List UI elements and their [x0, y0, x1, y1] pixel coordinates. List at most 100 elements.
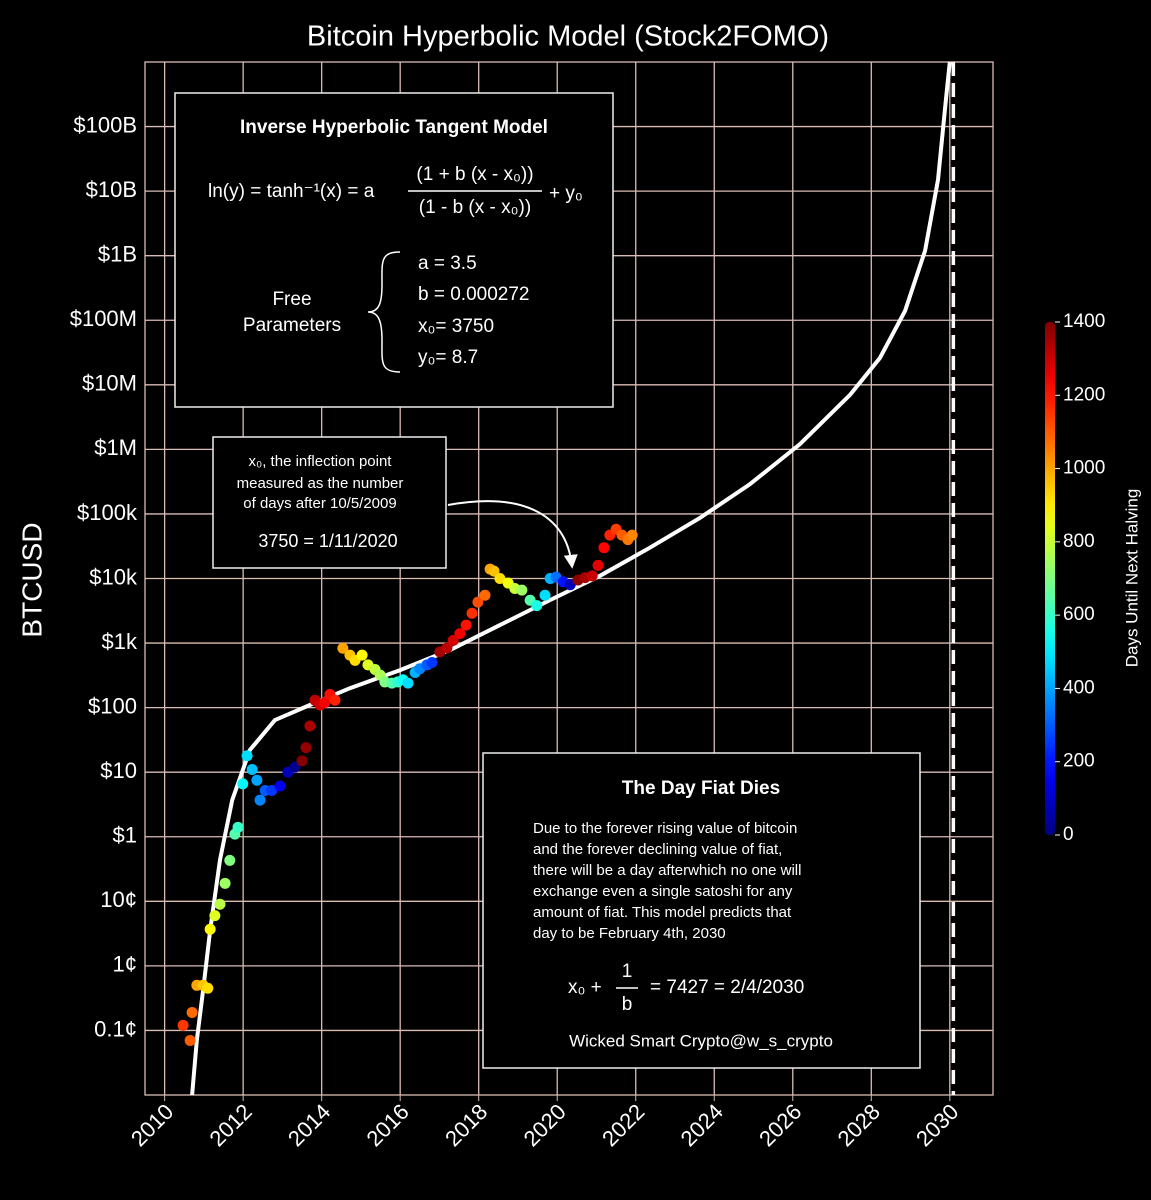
box-title: The Day Fiat Dies	[622, 778, 780, 799]
price-point	[214, 898, 226, 910]
price-point	[289, 761, 301, 773]
y-axis-label: BTCUSD	[16, 522, 47, 637]
price-point	[202, 982, 214, 994]
price-point	[237, 778, 249, 790]
fiat-box: The Day Fiat Dies Due to the forever ris…	[482, 752, 921, 1069]
y-tick-label: 10¢	[100, 887, 137, 912]
price-point	[337, 642, 349, 654]
y-tick-label: $10k	[89, 564, 138, 589]
paragraph-line: Due to the forever rising value of bitco…	[533, 820, 797, 837]
price-point	[626, 529, 638, 541]
price-point	[479, 589, 491, 601]
price-point	[531, 600, 543, 612]
price-point	[426, 656, 438, 668]
price-point	[516, 584, 528, 596]
price-point	[204, 923, 216, 935]
plot-frame	[144, 61, 994, 1096]
colorbar-scale	[1045, 322, 1055, 835]
price-point	[224, 854, 236, 866]
param: b = 0.000272	[418, 284, 529, 305]
paragraph-line: day to be February 4th, 2030	[533, 925, 726, 942]
y-tick-label: $1B	[98, 242, 137, 267]
y-tick-label: 0.1¢	[94, 1016, 137, 1041]
paragraph-line: there will be a day afterwhich no one wi…	[533, 862, 801, 879]
formula-numerator: (1 + b (x - x₀))	[416, 164, 533, 185]
arrow	[447, 500, 578, 569]
box-frame	[482, 752, 921, 1069]
inflection-note: x₀, the inflection point measured as the…	[212, 436, 578, 569]
price-point	[241, 750, 253, 762]
formula-text: + y₀	[549, 183, 583, 204]
price-point	[296, 755, 308, 767]
note-result: 3750 = 1/11/2020	[258, 531, 397, 551]
price-point	[184, 1034, 196, 1046]
paragraph-line: exchange even a single satoshi for any	[533, 883, 793, 900]
model-curve	[190, 61, 952, 1096]
box-frame	[174, 92, 614, 408]
y-tick-label: $100B	[73, 112, 137, 137]
formula-text: x₀ +	[568, 977, 602, 998]
formula-text: = 7427 = 2/4/2030	[650, 977, 804, 998]
price-point	[466, 607, 478, 619]
price-point	[251, 774, 263, 786]
y-tick-label: $10B	[86, 177, 137, 202]
price-point	[319, 697, 331, 709]
price-point	[488, 565, 500, 577]
price-point	[266, 785, 278, 797]
price-point	[186, 1006, 198, 1018]
price-point	[356, 649, 368, 661]
y-tick-label: $1M	[94, 435, 137, 460]
price-point	[454, 628, 466, 640]
y-tick-label: $1	[113, 823, 137, 848]
box-title: Inverse Hyperbolic Tangent Model	[240, 117, 548, 138]
note-line: measured as the number	[237, 475, 404, 492]
colorbar-tick-label: 0	[1063, 824, 1074, 845]
colorbar-label: Days Until Next Halving	[1122, 489, 1141, 668]
y-tick-label: 1¢	[113, 952, 137, 977]
note-line: of days after 10/5/2009	[243, 495, 396, 512]
note-line: x₀, the inflection point	[249, 453, 393, 470]
param: y₀= 8.7	[418, 347, 478, 368]
params-label: Parameters	[243, 315, 341, 336]
y-tick-label: $10M	[82, 371, 137, 396]
price-point	[539, 589, 551, 601]
price-point	[592, 559, 604, 571]
price-point	[598, 542, 610, 554]
price-point	[586, 570, 598, 582]
param: a = 3.5	[418, 253, 477, 274]
param: x₀= 3750	[418, 316, 494, 337]
price-point	[177, 1019, 189, 1031]
formula-text: ln(y) = tanh⁻¹(x) = a	[208, 181, 375, 202]
price-point	[564, 579, 576, 591]
price-point	[329, 694, 341, 706]
price-point	[254, 794, 266, 806]
y-tick-label: $1k	[102, 629, 138, 654]
price-point	[402, 677, 414, 689]
colorbar-tick-label: 1000	[1063, 458, 1105, 479]
price-point	[460, 619, 472, 631]
colorbar-tick-label: 400	[1063, 677, 1095, 698]
price-point	[209, 910, 221, 922]
price-point	[246, 764, 258, 776]
colorbar-tick-label: 600	[1063, 604, 1095, 625]
chart-title: Bitcoin Hyperbolic Model (Stock2FOMO)	[307, 21, 829, 53]
price-point	[304, 720, 316, 732]
formula-denominator: b	[622, 994, 633, 1015]
colorbar-tick-label: 1200	[1063, 384, 1105, 405]
formula-denominator: (1 - b (x - x₀))	[419, 197, 531, 218]
y-tick-label: $100M	[70, 306, 137, 331]
price-point	[300, 742, 312, 754]
params-label: Free	[272, 289, 311, 310]
price-point	[441, 642, 453, 654]
price-point	[472, 596, 484, 608]
plot-area: 0.1¢ 1¢ 10¢ $1 $10 $100 $1k $10k $100k $1M $10M $10…	[70, 61, 994, 1151]
colorbar-tick-label: 800	[1063, 531, 1095, 552]
y-tick-label: $100	[88, 693, 137, 718]
price-point	[274, 780, 286, 792]
box-frame	[212, 436, 447, 569]
price-point	[447, 634, 459, 646]
colorbar-tick-label: 200	[1063, 751, 1095, 772]
price-point	[494, 573, 506, 584]
